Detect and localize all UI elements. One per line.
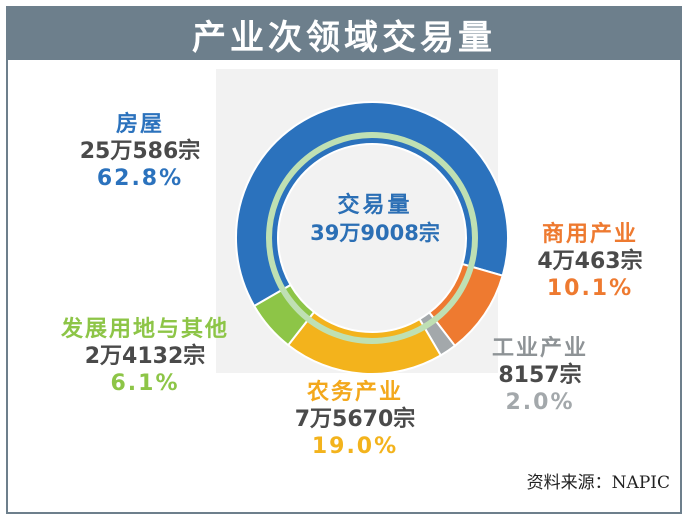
category-percent: 19.0%	[311, 433, 399, 459]
category-count: 4万463宗	[537, 248, 643, 274]
label-commercial: 商用产业 4万463宗 10.1%	[510, 222, 670, 302]
slice-development-land	[252, 283, 316, 347]
category-count: 8157宗	[498, 362, 582, 388]
category-name: 商用产业	[541, 222, 638, 247]
category-percent: 10.1%	[546, 275, 634, 301]
category-count: 25万586宗	[79, 138, 201, 164]
label-development-land: 发展用地与其他 2万4132宗 6.1%	[30, 317, 260, 397]
label-industrial: 工业产业 8157宗 2.0%	[460, 336, 620, 416]
category-count: 2万4132宗	[84, 343, 206, 369]
center-total-value: 39万9008宗	[310, 220, 440, 245]
category-percent: 6.1%	[110, 370, 180, 396]
center-total: 交易量 39万9008宗	[305, 192, 445, 246]
category-name: 房屋	[115, 112, 164, 137]
center-label: 交易量	[337, 193, 413, 218]
label-agriculture: 农务产业 7万5670宗 19.0%	[255, 380, 455, 460]
category-name: 工业产业	[491, 336, 588, 361]
title-bar: 产业次领域交易量	[8, 8, 680, 60]
category-count: 7万5670宗	[294, 406, 416, 432]
category-name: 农务产业	[306, 380, 403, 405]
inner-ring	[266, 132, 478, 344]
category-percent: 2.0%	[505, 389, 575, 415]
slice-housing	[235, 101, 509, 308]
category-percent: 62.8%	[96, 165, 184, 191]
category-name: 发展用地与其他	[60, 317, 229, 342]
source-note: 资料来源：NAPIC	[526, 473, 670, 493]
page-title: 产业次领域交易量	[192, 17, 496, 58]
label-housing: 房屋 25万586宗 62.8%	[60, 112, 220, 192]
